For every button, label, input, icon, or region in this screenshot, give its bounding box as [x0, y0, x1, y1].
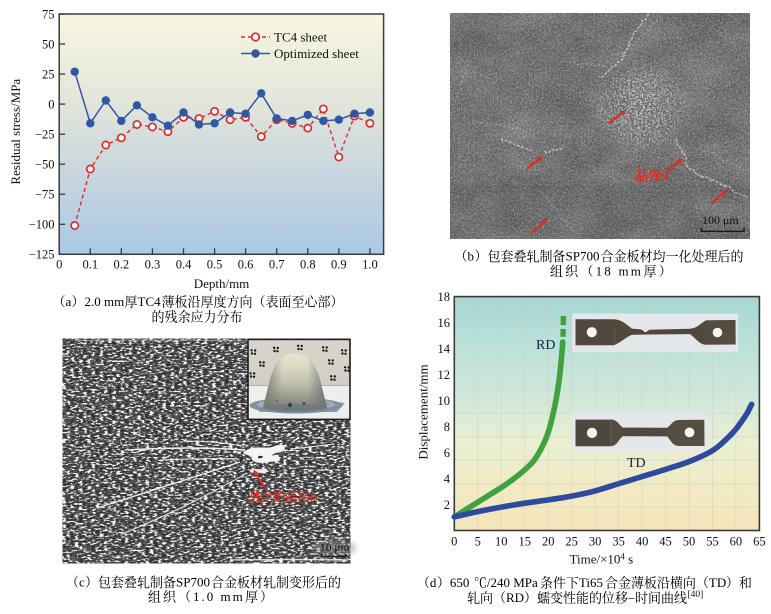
svg-text:2: 2 [444, 498, 450, 512]
svg-text:18 mm: 18 mm [596, 264, 643, 279]
svg-text:0.9: 0.9 [331, 258, 347, 272]
svg-text:15: 15 [518, 535, 531, 549]
svg-text:Optimized sheet: Optimized sheet [274, 46, 359, 61]
svg-text:[40]: [40] [688, 590, 704, 600]
svg-text:/240 MPa: /240 MPa [487, 575, 538, 590]
svg-text:Depth/mm: Depth/mm [194, 276, 250, 291]
svg-text:16: 16 [438, 316, 451, 330]
svg-text:SP700: SP700 [566, 249, 600, 264]
svg-text:a: a [66, 294, 72, 309]
svg-text:650: 650 [450, 575, 473, 590]
svg-text:−25: −25 [35, 128, 55, 142]
svg-text:1.0: 1.0 [362, 258, 378, 272]
svg-text:0.7: 0.7 [269, 258, 285, 272]
svg-text:65: 65 [753, 535, 766, 549]
svg-text:50: 50 [42, 37, 55, 51]
svg-text:60: 60 [730, 535, 743, 549]
svg-text:75: 75 [42, 7, 55, 21]
svg-text:RD: RD [536, 338, 555, 353]
svg-text:−50: −50 [35, 158, 55, 172]
svg-text:0.8: 0.8 [300, 258, 316, 272]
svg-text:4: 4 [444, 472, 451, 486]
svg-text:20: 20 [542, 535, 555, 549]
svg-text:d: d [430, 575, 437, 590]
svg-text:2.0 mm: 2.0 mm [85, 294, 125, 309]
svg-text:25: 25 [42, 67, 55, 81]
svg-text:0: 0 [48, 97, 54, 111]
svg-text:−75: −75 [35, 188, 55, 202]
svg-text:50: 50 [683, 535, 696, 549]
svg-text:100 μm: 100 μm [702, 213, 739, 227]
svg-text:25: 25 [565, 535, 578, 549]
svg-text:30: 30 [589, 535, 602, 549]
svg-text:40: 40 [636, 535, 649, 549]
svg-text:0.1: 0.1 [82, 258, 98, 272]
svg-text:b: b [468, 249, 475, 264]
svg-text:10: 10 [495, 535, 508, 549]
svg-text:c: c [79, 575, 85, 590]
svg-text:Residual stress/MPa: Residual stress/MPa [8, 79, 23, 185]
svg-text:6: 6 [444, 446, 450, 460]
svg-text:0.2: 0.2 [113, 258, 129, 272]
svg-text:55: 55 [706, 535, 719, 549]
svg-text:RD: RD [506, 590, 524, 605]
svg-text:10: 10 [438, 394, 451, 408]
svg-text:0.5: 0.5 [207, 258, 223, 272]
svg-text:35: 35 [612, 535, 625, 549]
svg-text:SP700: SP700 [176, 575, 210, 590]
svg-text:10 μm: 10 μm [320, 542, 350, 554]
svg-text:0.4: 0.4 [176, 258, 192, 272]
svg-text:0.6: 0.6 [238, 258, 254, 272]
svg-text:0: 0 [56, 258, 62, 272]
svg-text:−100: −100 [29, 218, 55, 232]
svg-text:−125: −125 [29, 248, 55, 262]
svg-text:Displacement/mm: Displacement/mm [416, 364, 431, 459]
svg-text:0: 0 [451, 535, 457, 549]
svg-text:45: 45 [659, 535, 672, 549]
svg-text:TD: TD [709, 575, 726, 590]
svg-text:TD: TD [627, 456, 646, 471]
svg-text:8: 8 [444, 420, 450, 434]
svg-text:TC4: TC4 [138, 294, 162, 309]
svg-text:18: 18 [438, 290, 451, 304]
svg-text:5: 5 [475, 535, 481, 549]
svg-text:12: 12 [438, 368, 451, 382]
svg-text:0.3: 0.3 [145, 258, 161, 272]
svg-text:1.0 mm: 1.0 mm [193, 589, 245, 604]
svg-text:Ti65: Ti65 [579, 575, 603, 590]
svg-text:14: 14 [438, 342, 451, 356]
svg-text:TC4 sheet: TC4 sheet [274, 30, 327, 45]
